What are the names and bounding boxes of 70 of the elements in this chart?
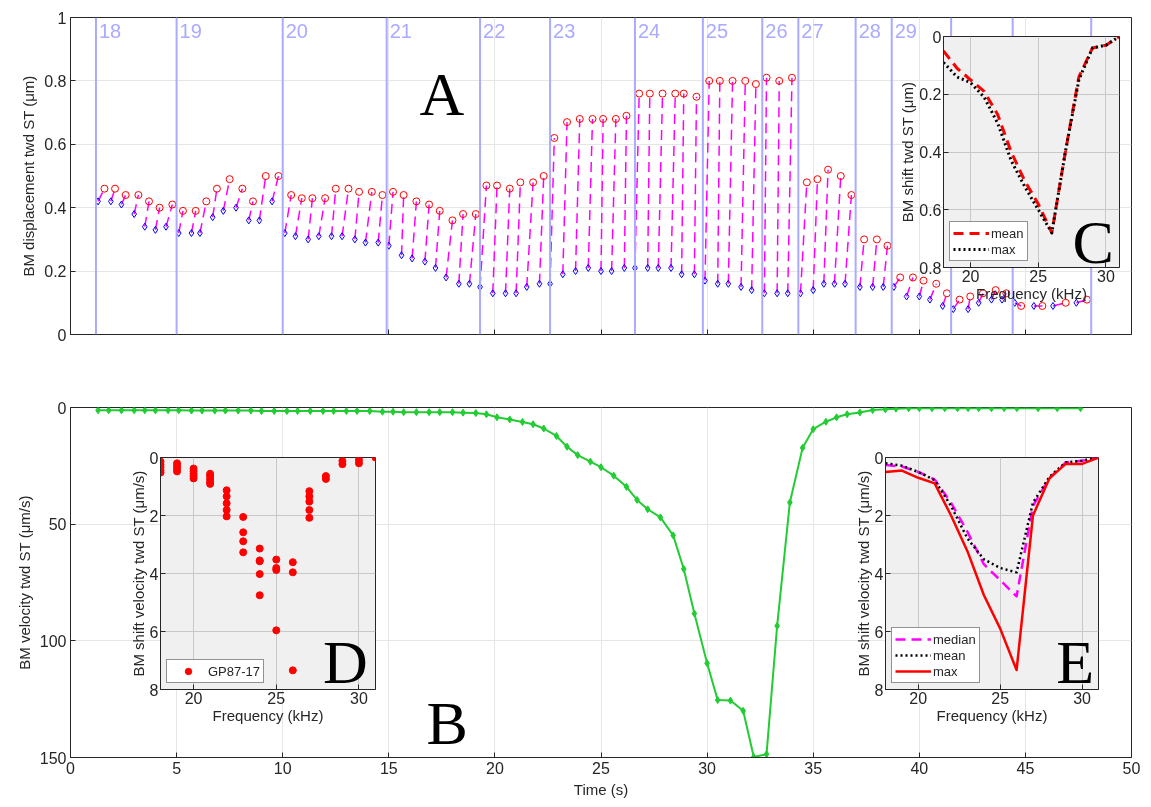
y-tick-label: 150 xyxy=(39,749,67,767)
y-tick-label: 0.8 xyxy=(44,72,67,90)
x-tick-label: 5 xyxy=(172,759,182,777)
annotation: 20 xyxy=(285,19,308,42)
annotation: 21 xyxy=(389,19,412,42)
y-tick-label: 0.6 xyxy=(919,201,942,219)
y-axis-title: BM shift velocity twd ST (μm/s) xyxy=(129,470,147,677)
y-tick-label: 0 xyxy=(149,449,159,467)
legend-label: GP87-17 xyxy=(208,663,261,679)
y-tick-label: 2 xyxy=(149,507,159,525)
x-tick-label: 20 xyxy=(909,689,928,707)
x-tick-label: 40 xyxy=(910,759,929,777)
x-tick-label: 35 xyxy=(804,759,823,777)
y-tick-label: 0.4 xyxy=(44,199,67,217)
annotation: 25 xyxy=(705,19,729,42)
annotation: 18 xyxy=(98,19,122,42)
y-tick-label: 0.2 xyxy=(919,86,942,104)
annotation: 23 xyxy=(553,19,576,42)
y-axis-title: BM shift twd ST (μm) xyxy=(899,82,917,223)
annotation: 26 xyxy=(765,19,788,42)
x-tick-label: 10 xyxy=(273,759,292,777)
x-tick-label: 50 xyxy=(1122,759,1141,777)
y-tick-label: 4 xyxy=(874,565,884,583)
x-tick-label: 45 xyxy=(1016,759,1035,777)
x-tick-label: 30 xyxy=(698,759,717,777)
y-tick-label: 0 xyxy=(932,28,942,46)
y-axis-title: BM velocity twd ST (μm/s) xyxy=(15,495,33,670)
x-tick-label: 20 xyxy=(184,689,203,707)
x-tick-label: 30 xyxy=(1097,267,1115,285)
annotation: A xyxy=(419,59,465,128)
y-axis-title: BM shift velocity twd ST (μm/s) xyxy=(854,470,872,677)
y-tick-label: 0 xyxy=(874,449,884,467)
annotation: 28 xyxy=(858,19,881,42)
x-tick-label: 25 xyxy=(592,759,610,777)
y-tick-label: 8 xyxy=(149,681,159,699)
annotation: B xyxy=(426,688,468,757)
y-tick-label: 0 xyxy=(57,326,67,344)
y-tick-label: 4 xyxy=(149,565,159,583)
y-tick-label: 6 xyxy=(874,623,884,641)
legend-label: mean xyxy=(991,225,1024,241)
annotation: 19 xyxy=(179,19,202,42)
annotation: 27 xyxy=(801,19,824,42)
annotation: 24 xyxy=(637,19,661,42)
legend-label: max xyxy=(991,241,1016,257)
annotation: 29 xyxy=(894,19,917,42)
x-tick-label: 20 xyxy=(961,267,980,285)
x-tick-label: 15 xyxy=(379,759,398,777)
y-tick-label: 8 xyxy=(874,681,884,699)
y-tick-label: 6 xyxy=(149,623,159,641)
legend-label: median xyxy=(933,631,976,647)
annotation: 22 xyxy=(483,19,506,42)
legend-label: mean xyxy=(933,647,966,663)
x-tick-label: 25 xyxy=(267,689,286,707)
x-axis-title: Frequency (kHz) xyxy=(936,706,1048,724)
y-tick-label: 0.6 xyxy=(44,136,67,154)
legend-label: max xyxy=(933,663,958,679)
x-axis-title: Frequency (kHz) xyxy=(212,706,324,724)
x-tick-label: 25 xyxy=(991,689,1010,707)
y-tick-label: 50 xyxy=(48,516,67,534)
y-axis-title: BM displacement twd ST (μm) xyxy=(20,75,38,277)
y-tick-label: 2 xyxy=(874,507,884,525)
y-tick-label: 0.2 xyxy=(44,263,67,281)
y-tick-label: 0.8 xyxy=(919,259,942,277)
x-axis-title: Time (s) xyxy=(573,780,629,798)
y-tick-label: 100 xyxy=(39,632,67,650)
y-tick-label: 0.4 xyxy=(919,144,942,161)
x-tick-label: 20 xyxy=(486,759,504,777)
y-tick-label: 0 xyxy=(57,399,67,417)
y-tick-label: 1 xyxy=(57,9,67,27)
x-tick-label: 25 xyxy=(1029,267,1048,285)
